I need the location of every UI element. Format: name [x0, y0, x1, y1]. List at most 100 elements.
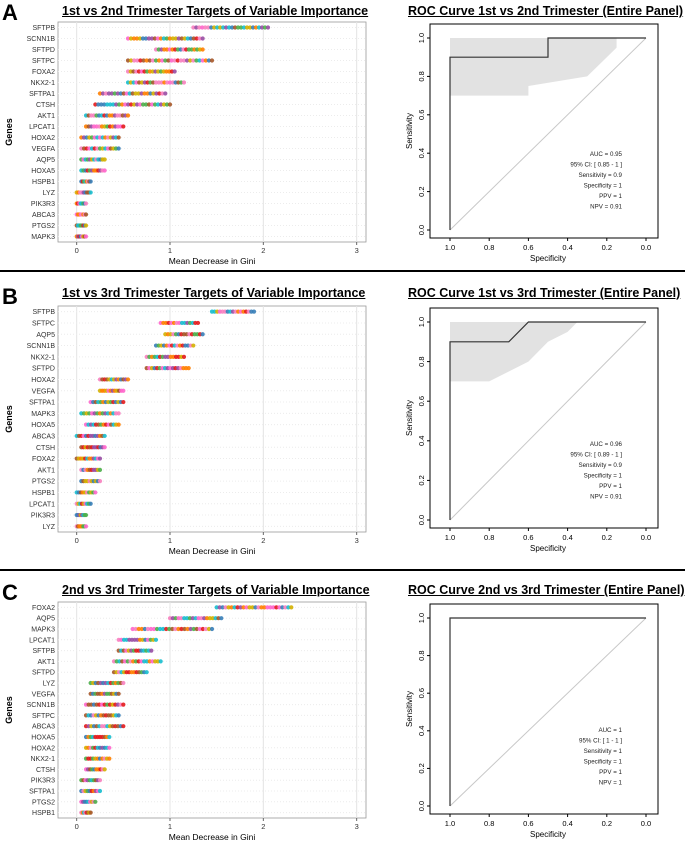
y-tick-label: 0.0 [417, 225, 426, 235]
gene-label: HOXA5 [31, 168, 55, 175]
x-tick-label: 0.6 [523, 819, 533, 828]
data-point [236, 25, 241, 30]
data-point [232, 605, 237, 610]
roc-stat-text: NPV = 0.91 [590, 494, 622, 501]
gene-label: SCNN1B [27, 343, 56, 350]
y-tick-label: 0.6 [417, 688, 426, 698]
variable-importance-chart: FOXA2 AQP5 MAPK3 LPCAT1 SFTPB AKT1 SFTPD LYZ VEG… [4, 601, 367, 842]
x-axis-label: Mean Decrease in Gini [169, 832, 256, 842]
data-point [121, 124, 126, 129]
data-point [160, 58, 165, 63]
y-tick-label: 1.0 [417, 33, 426, 43]
data-point [200, 25, 205, 30]
gene-label: LYZ [43, 524, 56, 531]
y-tick-label: 1.0 [417, 317, 426, 327]
data-point [83, 201, 89, 206]
data-point [206, 626, 212, 632]
data-point [212, 25, 217, 30]
data-point [259, 605, 264, 610]
data-point [251, 309, 257, 314]
roc-chart-title: ROC Curve 1st vs 3rd Trimester (Entire P… [408, 286, 681, 300]
data-point [253, 25, 259, 30]
data-point [102, 767, 107, 772]
data-point [103, 91, 109, 96]
x-tick-label: 1 [168, 536, 172, 545]
data-point [121, 91, 126, 96]
roc-chart-title: ROC Curve 2nd vs 3rd Trimester (Entire P… [408, 583, 685, 597]
data-point [160, 91, 165, 96]
data-point [83, 223, 89, 228]
gene-label: SCNN1B [27, 36, 56, 43]
data-point [130, 91, 135, 96]
data-point [203, 58, 208, 63]
gene-label: SFTPD [32, 670, 55, 677]
data-point [109, 91, 114, 96]
data-point [157, 91, 162, 96]
gene-label: FOXA2 [32, 69, 55, 76]
gene-label: PTGS2 [32, 799, 55, 806]
y-tick-label: 0.2 [417, 475, 426, 485]
x-tick-label: 2 [261, 536, 265, 545]
data-point [158, 659, 163, 664]
gene-label: CTSH [36, 767, 55, 774]
gene-label: SFTPC [32, 58, 55, 65]
gene-label: AKT1 [37, 467, 55, 474]
data-point [197, 626, 202, 632]
data-point [200, 626, 205, 632]
data-point [152, 36, 157, 41]
data-point [154, 626, 160, 632]
data-point [116, 422, 121, 427]
roc-stat-text: Sensitivity = 0.9 [578, 172, 622, 179]
y-tick-label: 0.2 [417, 186, 426, 196]
y-axis-label: Genes [4, 118, 14, 146]
data-point [147, 58, 152, 63]
data-point [206, 25, 211, 30]
data-point [256, 605, 261, 610]
data-point [88, 190, 93, 195]
data-point [83, 512, 89, 518]
gene-label: ABCA3 [32, 724, 55, 731]
gene-label: VEGFA [32, 146, 56, 153]
data-point [141, 102, 146, 107]
data-point [161, 36, 166, 41]
data-point [124, 91, 129, 96]
data-point [247, 605, 252, 610]
data-point [194, 626, 199, 632]
data-point [256, 25, 262, 30]
data-point [111, 102, 116, 107]
x-tick-label: 0.8 [484, 819, 494, 828]
data-point [102, 157, 107, 162]
data-point [181, 354, 187, 359]
data-point [244, 25, 250, 30]
data-point [181, 58, 187, 63]
data-point [179, 36, 184, 41]
data-point [271, 605, 276, 610]
data-point [191, 343, 196, 348]
gene-label: NKX2-1 [30, 756, 55, 763]
data-point [215, 25, 220, 30]
gene-label: CTSH [36, 445, 55, 452]
data-point [239, 25, 244, 30]
data-point [172, 58, 177, 63]
data-point [195, 320, 201, 326]
data-point [176, 36, 181, 41]
data-point [181, 80, 187, 85]
data-point [142, 91, 147, 96]
data-point [83, 212, 89, 217]
y-tick-label: 0.4 [417, 436, 426, 446]
data-point [121, 724, 126, 729]
data-point [229, 605, 234, 610]
x-tick-label: 0 [75, 536, 79, 545]
data-point [209, 626, 215, 632]
data-point [145, 626, 151, 632]
data-point [203, 25, 208, 30]
data-point [166, 58, 171, 63]
gene-label: SFTPA1 [29, 789, 55, 796]
data-point [262, 25, 268, 30]
data-point [125, 113, 131, 118]
diagonal-reference [449, 617, 647, 807]
data-point [265, 25, 271, 30]
data-point [115, 91, 120, 96]
variable-importance-chart: SFTPB SFTPC AQP5 SCNN1B NKX2-1 SFTPD HOXA2 VEGF… [4, 305, 367, 556]
roc-curve [449, 617, 646, 806]
